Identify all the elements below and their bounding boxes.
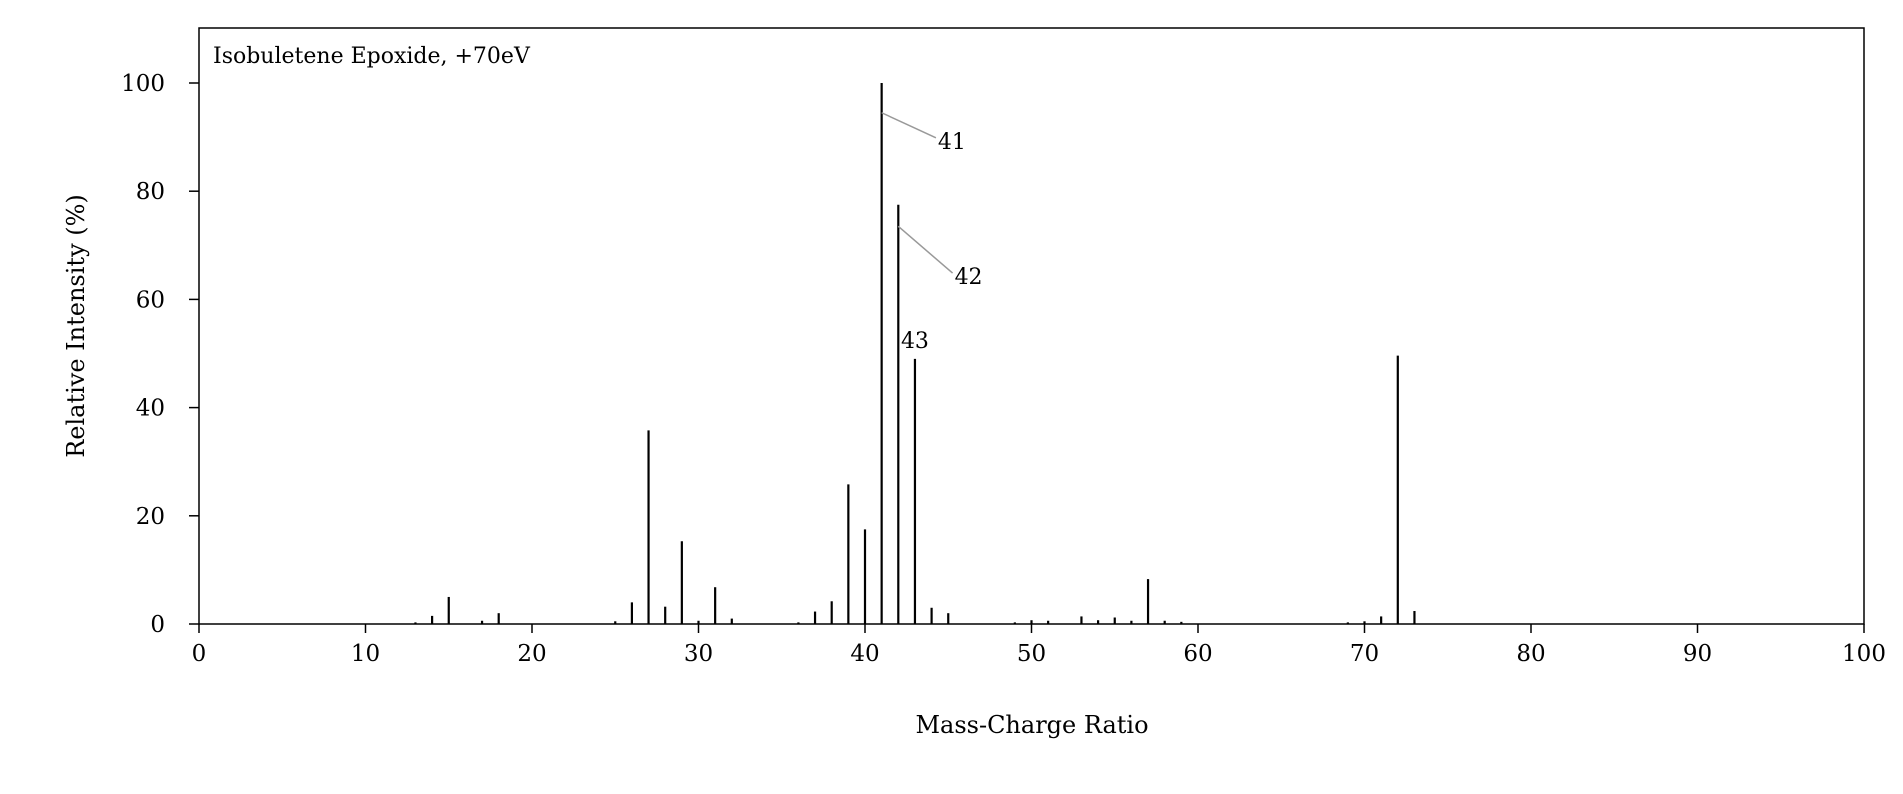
x-axis-label: Mass-Charge Ratio	[915, 711, 1148, 739]
y-tick-label: 40	[136, 396, 165, 422]
annotation-leader-line	[897, 225, 954, 274]
x-tick-label: 80	[1516, 641, 1545, 667]
plot-frame	[198, 27, 1865, 625]
peak-annotation-label: 42	[955, 265, 983, 290]
peak-annotations: 41 42 43	[881, 112, 983, 354]
x-axis-ticks: 0 10 20 30 40 50 60 70 80 90 100	[192, 624, 1886, 667]
y-axis-ticks: 0 20 40 60 80 100	[121, 71, 199, 638]
x-tick-label: 60	[1183, 641, 1212, 667]
x-tick-label: 50	[1017, 641, 1046, 667]
x-tick-label: 0	[192, 641, 207, 667]
x-tick-label: 20	[517, 641, 546, 667]
y-tick-label: 80	[136, 179, 165, 205]
x-tick-label: 30	[684, 641, 713, 667]
y-axis-label: Relative Intensity (%)	[62, 194, 90, 458]
x-tick-label: 100	[1842, 641, 1886, 667]
chart-title: Isobuletene Epoxide, +70eV	[213, 44, 531, 69]
peak-annotation-label: 43	[901, 329, 929, 354]
x-tick-label: 40	[850, 641, 879, 667]
annotation-leader-line	[881, 112, 937, 139]
peak-annotation-label: 41	[938, 130, 966, 155]
y-tick-label: 20	[136, 504, 165, 530]
x-tick-label: 10	[351, 641, 380, 667]
y-tick-label: 0	[150, 612, 165, 638]
y-tick-label: 100	[121, 71, 165, 97]
chart-marks	[414, 83, 1416, 624]
x-tick-label: 70	[1350, 641, 1379, 667]
x-tick-label: 90	[1683, 641, 1712, 667]
y-tick-label: 60	[136, 287, 165, 313]
